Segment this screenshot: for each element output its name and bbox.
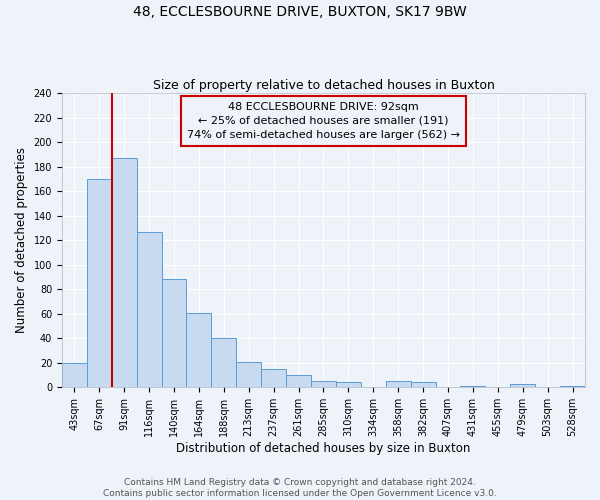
Bar xyxy=(261,369,286,388)
Bar xyxy=(386,381,410,388)
Bar xyxy=(286,375,311,388)
Text: 48, ECCLESBOURNE DRIVE, BUXTON, SK17 9BW: 48, ECCLESBOURNE DRIVE, BUXTON, SK17 9BW xyxy=(133,5,467,19)
Text: Contains HM Land Registry data © Crown copyright and database right 2024.
Contai: Contains HM Land Registry data © Crown c… xyxy=(103,478,497,498)
Bar xyxy=(137,232,161,388)
Bar xyxy=(510,384,535,388)
Bar xyxy=(336,382,361,388)
Bar xyxy=(311,381,336,388)
Bar xyxy=(460,386,485,388)
Bar xyxy=(112,158,137,388)
Bar xyxy=(187,312,211,388)
Bar xyxy=(410,382,436,388)
Y-axis label: Number of detached properties: Number of detached properties xyxy=(15,148,28,334)
Bar xyxy=(560,386,585,388)
Bar xyxy=(161,280,187,388)
Title: Size of property relative to detached houses in Buxton: Size of property relative to detached ho… xyxy=(152,79,494,92)
Bar xyxy=(87,179,112,388)
Text: 48 ECCLESBOURNE DRIVE: 92sqm
← 25% of detached houses are smaller (191)
74% of s: 48 ECCLESBOURNE DRIVE: 92sqm ← 25% of de… xyxy=(187,102,460,140)
Bar xyxy=(236,362,261,388)
Bar xyxy=(62,363,87,388)
X-axis label: Distribution of detached houses by size in Buxton: Distribution of detached houses by size … xyxy=(176,442,470,455)
Bar xyxy=(211,338,236,388)
